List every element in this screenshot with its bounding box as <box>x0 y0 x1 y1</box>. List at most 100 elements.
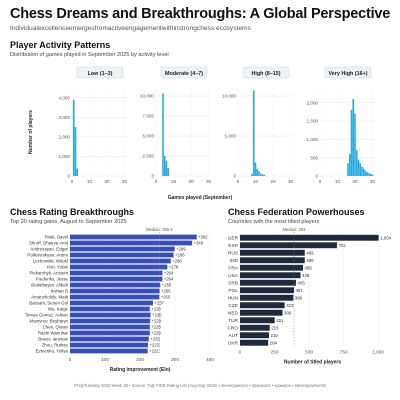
rating-bar <box>70 288 160 294</box>
x-tick-label: 1,000 <box>372 350 384 356</box>
titled-count-label: 210 <box>271 333 279 338</box>
gain-value-label: +256 <box>161 289 171 294</box>
y-tick-label: 0 <box>151 174 154 179</box>
histogram-bar <box>361 166 363 176</box>
gain-value-label: +228 <box>151 325 161 330</box>
gain-value-label: +230 <box>152 313 162 318</box>
rating-section-title: Chess Rating Breakthroughs <box>10 207 135 217</box>
player-name-label: Basov, Iaroslav <box>38 337 68 342</box>
player-name-label: Mamyrov, Beybarys <box>30 319 69 324</box>
x-tick-label: 400 <box>206 357 214 363</box>
player-name-label: Polikovnikyan, Artem <box>27 253 68 258</box>
rating-bar <box>70 240 193 246</box>
gain-value-label: +288 <box>172 259 182 264</box>
x-tick-label: 20 <box>270 179 276 185</box>
rating-bar <box>70 348 148 354</box>
titled-count-label: 469 <box>306 258 314 263</box>
histogram-bar <box>165 160 168 176</box>
gain-value-label: +264 <box>164 277 174 282</box>
histogram-bar <box>261 174 264 176</box>
histogram-bar <box>252 90 255 176</box>
federation-code-label: AUT <box>228 333 238 339</box>
facet-label: Very High (16+) <box>328 71 367 77</box>
facet-label: High (8–15) <box>251 71 280 77</box>
player-name-label: Burkitbayev, Alibek <box>31 283 69 288</box>
federation-bar <box>240 309 283 316</box>
activity-section-title: Player Activity Patterns <box>10 40 111 50</box>
federation-code-label: TUR <box>228 318 238 324</box>
histogram-bar <box>256 168 259 176</box>
activity-x-axis-label: Games played (September) <box>168 195 233 201</box>
gain-value-label: +228 <box>151 307 161 312</box>
histogram-bar <box>354 113 356 176</box>
x-tick-label: 0 <box>237 179 240 185</box>
histogram-bar <box>347 163 349 176</box>
histogram-bar <box>368 173 370 176</box>
federation-bar <box>240 242 337 249</box>
titled-count-label: 251 <box>276 318 284 323</box>
federation-code-label: CRO <box>227 326 238 332</box>
federation-code-label: GER <box>228 236 239 242</box>
x-tick-label: 300 <box>171 357 179 363</box>
facet-label: Moderate (4–7) <box>165 71 203 77</box>
rating-bar <box>70 234 197 240</box>
federation-bar <box>240 324 270 331</box>
player-name-label: Amanzholuly, Madi <box>31 295 68 300</box>
federation-bar <box>240 332 269 339</box>
titled-count-label: 456 <box>304 266 312 271</box>
federation-bar <box>240 339 269 346</box>
y-tick-label: 1,000 <box>59 154 71 159</box>
facet-strip <box>160 66 208 79</box>
titled-count-label: 308 <box>284 311 292 316</box>
gain-value-label: +258 <box>162 283 172 288</box>
y-tick-label: 4,000 <box>59 95 71 100</box>
rating-bar <box>70 282 161 288</box>
gain-value-label: +255 <box>161 295 171 300</box>
federation-section-title: Chess Federation Powerhouses <box>228 207 365 217</box>
rating-bar <box>70 318 151 324</box>
gain-value-label: +264 <box>164 271 174 276</box>
player-name-label: Evteenko, Yuliya <box>36 349 69 354</box>
player-name-label: Zhou, Ruihao <box>42 343 69 348</box>
player-name-label: Andreasyan, Edgar <box>30 247 68 252</box>
gain-value-label: +278 <box>169 265 179 270</box>
rating-bar <box>70 246 175 252</box>
histogram-bar <box>167 168 170 176</box>
federation-bar <box>240 294 294 301</box>
federation-bar <box>240 264 303 271</box>
x-tick-label: 250 <box>271 350 279 356</box>
player-name-label: Wu, Kaige <box>48 307 69 312</box>
rating-bar <box>70 270 163 276</box>
federation-code-label: USA <box>228 273 239 279</box>
source-caption: #TidyTuesday 2025 Week 38 • Source: Tidy… <box>73 383 327 388</box>
x-tick-label: 0 <box>155 179 158 185</box>
federation-code-label: ESP <box>228 243 238 249</box>
histogram-bar <box>251 173 253 176</box>
y-tick-label: 1,000 <box>307 137 319 142</box>
titled-count-label: 469 <box>306 251 314 256</box>
federation-section-subtitle: Countries with the most titled players <box>228 219 320 225</box>
x-tick-label: 20 <box>188 179 194 185</box>
histogram-bar <box>163 156 166 176</box>
federation-code-label: RUS <box>228 251 238 257</box>
median-label: Median: 391 <box>282 227 306 232</box>
federation-bar <box>240 317 275 324</box>
rating-bar <box>70 336 149 342</box>
histogram-bar <box>371 174 374 176</box>
histogram-bar <box>350 110 353 176</box>
gain-value-label: +349 <box>194 241 204 246</box>
x-tick-label: 10 <box>253 179 259 185</box>
histogram-bar <box>259 173 262 176</box>
player-name-label: Shroff, Dhairya Amit <box>29 241 69 246</box>
activity-y-axis-label: Number of players <box>28 110 34 154</box>
federation-code-label: SRB <box>228 281 238 287</box>
x-tick-label: 0 <box>239 350 242 356</box>
titled-count-label: 405 <box>297 281 305 286</box>
x-tick-label: 30 <box>288 179 294 185</box>
y-tick-label: 0 <box>233 174 236 179</box>
x-tick-label: 100 <box>101 357 109 363</box>
rating-section-subtitle: Top 20 rating gains, August to September… <box>10 219 127 225</box>
histogram-bar <box>263 174 266 176</box>
page-title: Chess Dreams and Breakthroughs: A Global… <box>10 6 391 22</box>
federation-bar <box>240 279 296 286</box>
